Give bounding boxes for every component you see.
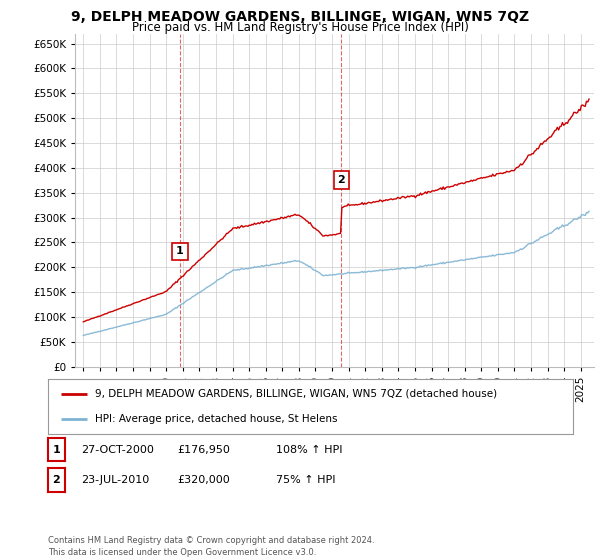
Text: £176,950: £176,950 [177,445,230,455]
Text: HPI: Average price, detached house, St Helens: HPI: Average price, detached house, St H… [95,414,338,424]
Text: 75% ↑ HPI: 75% ↑ HPI [276,475,335,485]
Text: 23-JUL-2010: 23-JUL-2010 [81,475,149,485]
Text: 9, DELPH MEADOW GARDENS, BILLINGE, WIGAN, WN5 7QZ: 9, DELPH MEADOW GARDENS, BILLINGE, WIGAN… [71,10,529,24]
Text: Contains HM Land Registry data © Crown copyright and database right 2024.
This d: Contains HM Land Registry data © Crown c… [48,536,374,557]
Text: 108% ↑ HPI: 108% ↑ HPI [276,445,343,455]
Text: 27-OCT-2000: 27-OCT-2000 [81,445,154,455]
Text: Price paid vs. HM Land Registry's House Price Index (HPI): Price paid vs. HM Land Registry's House … [131,21,469,34]
Text: 1: 1 [53,445,60,455]
Text: 9, DELPH MEADOW GARDENS, BILLINGE, WIGAN, WN5 7QZ (detached house): 9, DELPH MEADOW GARDENS, BILLINGE, WIGAN… [95,389,497,399]
Text: 1: 1 [176,246,184,256]
Text: 2: 2 [337,175,345,185]
Text: £320,000: £320,000 [177,475,230,485]
Text: 2: 2 [53,475,60,485]
